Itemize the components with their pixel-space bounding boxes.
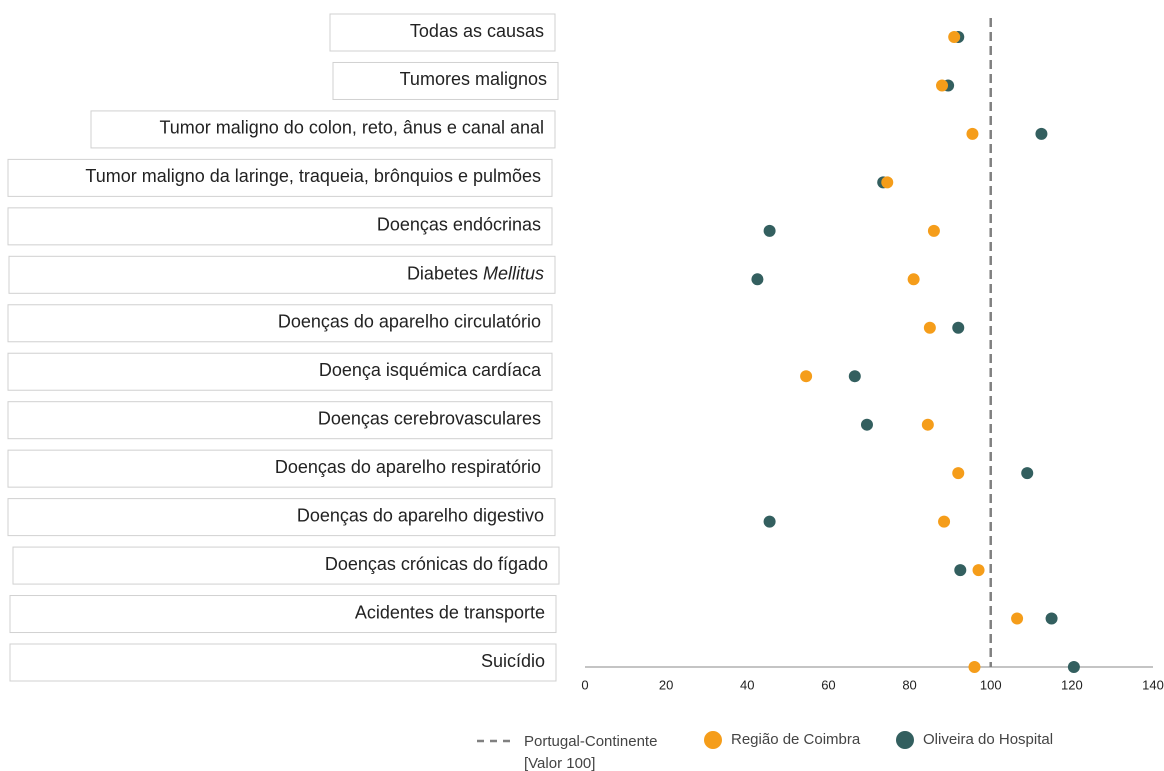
dot [763, 224, 776, 237]
label-box [7, 158, 553, 197]
x-tick-label: 120 [1061, 677, 1083, 692]
category-label: Acidentes de transporte [355, 602, 545, 622]
x-tick-label: 60 [821, 677, 835, 692]
label-box [7, 498, 556, 537]
dot [936, 79, 949, 92]
dot [860, 418, 873, 431]
dot [1011, 612, 1024, 625]
category-label: Doenças crónicas do fígado [325, 554, 548, 574]
dot [1067, 661, 1080, 673]
dot [1045, 612, 1058, 625]
x-tick-label: 0 [581, 677, 588, 692]
label-box [7, 449, 553, 488]
label-box [12, 546, 560, 585]
category-label: Doenças do aparelho respiratório [275, 457, 541, 477]
legend-label: [Valor 100] [524, 755, 595, 771]
dot [800, 370, 813, 383]
label-box [90, 110, 556, 149]
dot [848, 370, 861, 383]
dot [907, 273, 920, 286]
legend-label: Portugal-Continente [524, 733, 657, 750]
dot [938, 515, 951, 528]
label-box [9, 643, 557, 682]
category-label: Tumores malignos [400, 69, 547, 89]
category-label: Suicídio [481, 651, 545, 671]
dot [923, 321, 936, 334]
label-box [7, 401, 553, 440]
x-tick-label: 40 [740, 677, 754, 692]
label-box [329, 13, 556, 52]
dot [952, 467, 965, 480]
legend-label: Oliveira do Hospital [923, 731, 1053, 748]
label-box [8, 255, 556, 294]
dot [948, 31, 961, 43]
dot [966, 127, 979, 140]
dot [952, 321, 965, 334]
dot [968, 661, 981, 673]
label-box [7, 207, 553, 246]
dot [954, 564, 967, 577]
category-label: Doenças cerebrovasculares [318, 408, 541, 428]
category-label-part: Diabetes [407, 263, 483, 283]
legend-swatch [704, 731, 722, 749]
label-box [9, 595, 557, 634]
label-box [332, 61, 559, 100]
category-label: Doenças do aparelho digestivo [297, 505, 544, 525]
label-box [7, 352, 553, 391]
category-label-italic: Mellitus [483, 263, 544, 283]
dot [1035, 127, 1048, 140]
dot [972, 564, 985, 577]
x-tick-label: 140 [1142, 677, 1164, 692]
dot [921, 418, 934, 431]
dot [751, 273, 764, 286]
dot [881, 176, 894, 189]
category-label: Todas as causas [410, 21, 544, 41]
category-label: Doenças endócrinas [377, 215, 541, 235]
dot [1021, 467, 1034, 480]
dot [927, 224, 940, 237]
x-tick-label: 80 [902, 677, 916, 692]
dot [763, 515, 776, 528]
x-tick-label: 100 [980, 677, 1002, 692]
category-label: Tumor maligno do colon, reto, ânus e can… [159, 118, 544, 138]
legend-swatch [896, 731, 914, 749]
legend-label: Região de Coimbra [731, 731, 861, 748]
category-label: Diabetes Mellitus [407, 263, 544, 283]
x-tick-label: 20 [659, 677, 673, 692]
category-label: Doenças do aparelho circulatório [278, 312, 541, 332]
category-label: Tumor maligno da laringe, traqueia, brôn… [85, 166, 541, 186]
category-label: Doença isquémica cardíaca [319, 360, 542, 380]
label-box [7, 304, 553, 343]
